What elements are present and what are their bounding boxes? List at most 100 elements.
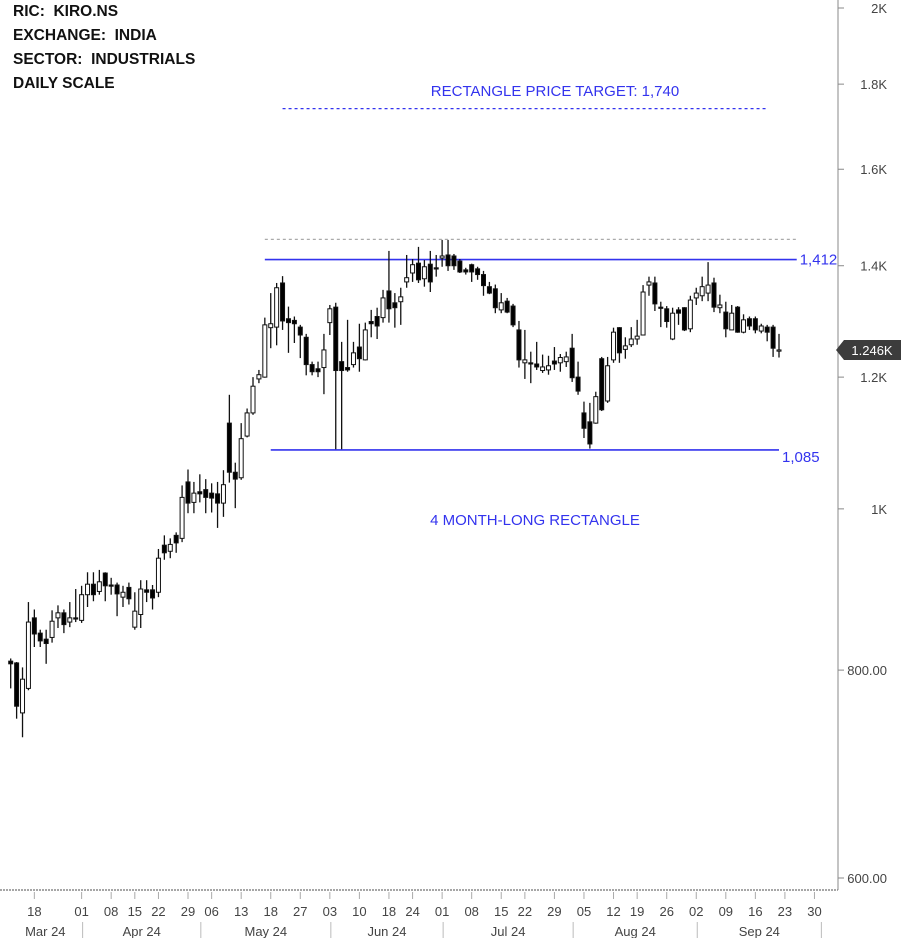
candle <box>315 361 321 378</box>
candle-body <box>132 610 138 628</box>
x-tick-label: 23 <box>778 904 792 919</box>
candle-body <box>646 281 652 286</box>
candle <box>498 293 504 314</box>
candle-body <box>605 365 611 402</box>
candle-body <box>173 534 179 544</box>
candle <box>522 329 528 379</box>
candle <box>664 306 670 328</box>
candle-body <box>752 318 758 331</box>
support-label: 1,085 <box>782 449 820 466</box>
candle <box>85 572 91 608</box>
candle-body <box>457 260 463 273</box>
candle-body <box>664 308 670 323</box>
candle-body <box>427 263 433 283</box>
candle-body <box>551 360 557 365</box>
candle-body <box>256 374 262 380</box>
candle-body <box>339 361 345 372</box>
candle-body <box>528 362 534 365</box>
candle <box>327 304 333 336</box>
resistance-label: 1,412 <box>800 252 838 269</box>
candle <box>120 585 126 608</box>
candle-body <box>451 255 457 267</box>
candle <box>481 270 486 296</box>
candle <box>516 320 522 368</box>
candle <box>410 259 416 282</box>
last-price-tag-box <box>836 339 901 360</box>
candle-body <box>557 357 563 364</box>
candle <box>285 306 291 353</box>
x-axis-ticks: 18 01 08 15 22 29 06 13 18 27 03 10 18 24 01 08 15 22 29 05… <box>27 892 822 919</box>
axes <box>0 0 839 891</box>
candle <box>699 276 705 302</box>
candle <box>723 301 729 338</box>
candle <box>770 324 776 357</box>
candle <box>185 469 191 514</box>
candle-body <box>676 309 682 314</box>
candle-body <box>31 617 37 635</box>
candle-body <box>155 557 161 593</box>
candle-body <box>540 366 546 372</box>
candle <box>611 327 617 363</box>
candle <box>374 307 380 340</box>
candle-body <box>776 349 782 352</box>
candle-body <box>362 329 368 361</box>
x-axis-months: Mar 24 Apr 24 May 24 Jun 24 Jul 24 Aug 24 Sep … <box>25 922 822 938</box>
candle-body <box>735 306 741 333</box>
candle <box>114 582 120 617</box>
candle-body <box>61 612 67 626</box>
candle-body <box>510 305 516 326</box>
candle <box>415 246 421 283</box>
candle-body <box>729 312 735 331</box>
y-tick-label: 600.00 <box>847 871 887 886</box>
candle-body <box>8 660 14 665</box>
candle-body <box>421 266 427 280</box>
candle <box>398 287 404 325</box>
candle <box>144 580 150 603</box>
candle <box>203 479 209 514</box>
candle <box>102 572 108 602</box>
candle-body <box>587 421 593 445</box>
candle-body <box>179 496 185 539</box>
candle-body <box>250 385 256 414</box>
candle <box>356 323 362 372</box>
candle <box>380 289 386 323</box>
candle-body <box>758 325 764 332</box>
candle-body <box>185 481 191 504</box>
header-scale: DAILY SCALE <box>13 75 115 92</box>
candle <box>492 284 498 314</box>
candle-body <box>746 318 752 327</box>
x-tick-label: 22 <box>518 904 532 919</box>
candle-body <box>386 290 392 310</box>
candle <box>433 254 439 277</box>
candle-body <box>368 321 374 325</box>
month-label: Mar 24 <box>25 924 65 938</box>
candle <box>179 485 185 543</box>
candle-body <box>398 296 404 303</box>
candle <box>776 333 782 358</box>
candle <box>640 285 646 336</box>
candle <box>670 307 676 341</box>
x-tick-label: 02 <box>689 904 703 919</box>
last-price-tag: 1.246K <box>836 339 901 360</box>
candle <box>693 287 699 305</box>
y-tick-label: 1.6K <box>860 162 887 177</box>
candle-body <box>327 308 333 324</box>
candle-body <box>764 326 770 333</box>
candle-body <box>599 358 605 411</box>
candle-body <box>350 352 356 366</box>
candle-body <box>232 471 238 480</box>
candle <box>746 316 752 330</box>
y-tick-label: 2K <box>871 1 887 16</box>
candle <box>49 610 55 643</box>
candle-body <box>439 255 445 259</box>
candle <box>79 585 85 623</box>
candle-body <box>85 583 91 596</box>
candle-body <box>150 589 156 599</box>
candle-body <box>569 347 575 379</box>
candle <box>138 580 144 629</box>
candle <box>31 609 37 648</box>
candle <box>652 276 658 311</box>
candle <box>25 602 31 691</box>
candle <box>262 317 268 378</box>
candle <box>687 295 693 333</box>
